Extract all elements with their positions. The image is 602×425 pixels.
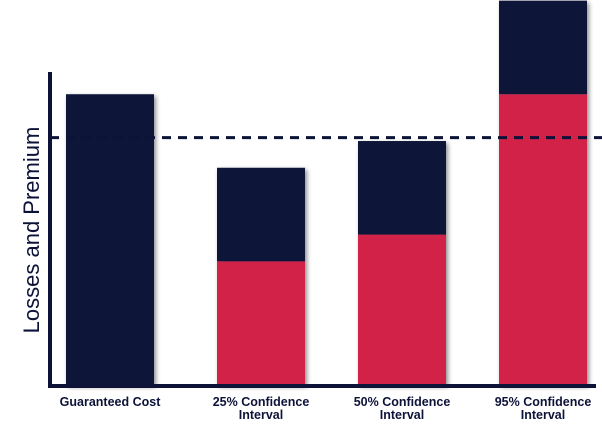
bar-segment-premium	[358, 141, 446, 235]
bars-layer	[66, 0, 587, 385]
x-tick-label: 95% Confidence Interval	[495, 395, 592, 422]
y-axis-title: Losses and Premium	[19, 127, 44, 334]
bar-segment-losses	[217, 261, 305, 385]
x-tick-label: 50% Confidence Interval	[354, 395, 451, 422]
x-tick-label: 25% Confidence Interval	[213, 395, 310, 422]
x-tick-labels: Guaranteed Cost 25% Confidence Interval 50%…	[60, 395, 592, 422]
bar-segment-premium	[499, 0, 587, 95]
x-tick-label: Guaranteed Cost	[60, 395, 162, 409]
bar-segment-losses	[499, 94, 587, 385]
bar-segment-premium	[217, 167, 305, 262]
bar-group	[217, 167, 305, 385]
bar-group	[499, 0, 587, 385]
bar-segment-premium	[66, 94, 154, 385]
bar-group	[358, 141, 446, 385]
bar-segment-losses	[358, 234, 446, 385]
bar-group	[66, 94, 154, 385]
